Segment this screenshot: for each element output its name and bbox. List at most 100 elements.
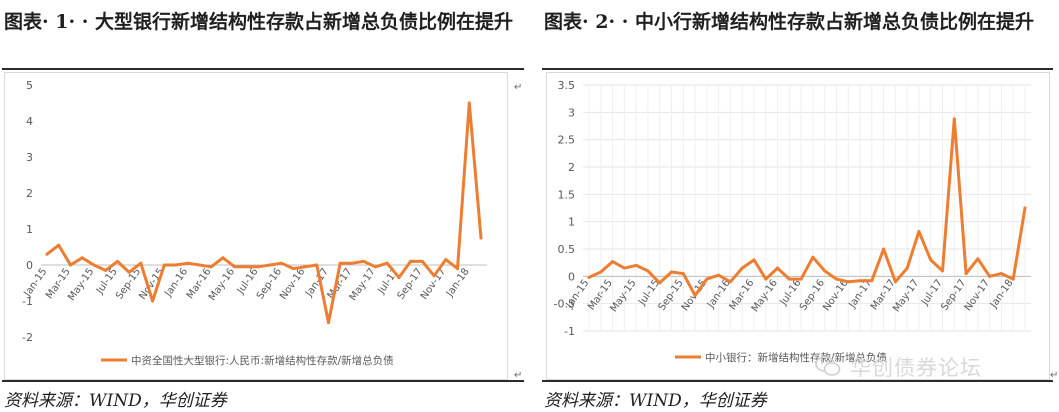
series-line (587, 117, 1027, 297)
data-point (362, 259, 366, 263)
data-point (45, 252, 49, 256)
data-point (209, 265, 213, 269)
line-chart-1: -2-1012345Jan-15Mar-15May-15Jul-15Sep-15… (22, 79, 487, 367)
data-point (291, 267, 295, 271)
data-point (432, 274, 436, 278)
data-point (611, 260, 615, 264)
y-tick-label: -1 (22, 295, 33, 308)
data-point (776, 266, 780, 270)
data-point (327, 321, 331, 325)
data-point (693, 293, 697, 297)
data-point (952, 117, 956, 121)
source-rule (2, 380, 524, 382)
caption-prefix: 图表 (544, 11, 583, 33)
data-point (622, 266, 626, 270)
data-point (823, 269, 827, 273)
data-point (221, 256, 225, 260)
data-point (728, 280, 732, 284)
data-point (68, 263, 72, 267)
data-point (315, 263, 319, 267)
data-point (764, 277, 768, 281)
caption-prefix: 图表 (4, 11, 43, 33)
source-note-1: 资料来源：WIND，华创证券 (4, 391, 227, 411)
data-point (905, 266, 909, 270)
data-point (929, 258, 933, 262)
line-chart-2: -1-0.500.511.522.533.5Jan-15Mar-15May-15… (554, 79, 1031, 364)
data-point (599, 270, 603, 274)
data-point (1023, 206, 1027, 210)
data-point (1011, 277, 1015, 281)
data-point (80, 256, 84, 260)
data-point (705, 277, 709, 281)
y-tick-label: 1.5 (558, 188, 576, 201)
return-mark: ↵ (1050, 370, 1059, 381)
data-point (941, 269, 945, 273)
return-mark: ↵ (514, 82, 523, 93)
series-line (45, 101, 483, 325)
data-point (669, 270, 673, 274)
data-point (634, 263, 638, 267)
data-point (467, 101, 471, 105)
data-point (280, 261, 284, 265)
chart-caption-1: 图表· 1· · 大型银行新增结构性存款占新增总负债比例在提升 (4, 11, 513, 33)
data-point (846, 280, 850, 284)
y-tick-label: 4 (26, 115, 33, 128)
data-point (587, 275, 591, 279)
data-point (338, 261, 342, 265)
data-point (104, 268, 108, 272)
source-note-2: 资料来源：WIND，华创证券 (544, 391, 767, 411)
data-point (256, 265, 260, 269)
y-tick-label: 2.5 (558, 134, 576, 147)
data-point (92, 263, 96, 267)
chart-area-2: -1 -0.5 0 0.5 1 1.5 2 2.5 3 3.5 Jan-15 Mar-15 May-15… (546, 72, 1050, 380)
data-point (787, 277, 791, 281)
x-tick-label: Jan-18 (444, 266, 472, 299)
data-point (456, 267, 460, 271)
caption-number: 1 (55, 11, 69, 33)
data-point (870, 279, 874, 283)
data-point (964, 272, 968, 276)
y-tick-label: 2 (26, 187, 33, 200)
data-point (799, 277, 803, 281)
y-tick-label: 3 (568, 106, 575, 119)
watermark-text: 华创债券论坛 (850, 356, 982, 380)
data-point (834, 277, 838, 281)
data-point (151, 299, 155, 303)
source-rule (542, 380, 1053, 382)
y-tick-label: 0.5 (558, 243, 576, 256)
y-tick-label: 5 (26, 79, 33, 92)
data-point (385, 261, 389, 265)
y-tick-label: 2 (568, 161, 575, 174)
data-point (186, 261, 190, 265)
caption-rule (2, 68, 524, 70)
y-tick-label: 1 (26, 223, 33, 236)
caption-rule (542, 68, 1053, 70)
data-point (174, 263, 178, 267)
data-point (444, 258, 448, 262)
data-point (976, 257, 980, 261)
legend-label: 中小银行：新增结构性存款/新增总负债 (705, 351, 887, 364)
data-point (893, 280, 897, 284)
data-point (244, 265, 248, 269)
legend-label: 中资全国性大型银行:人民币:新增结构性存款/新增总负债 (131, 354, 394, 367)
data-point (115, 259, 119, 263)
data-point (646, 269, 650, 273)
y-tick-label: 0 (26, 259, 33, 272)
data-point (197, 263, 201, 267)
data-point (479, 236, 483, 240)
y-tick-label: 0 (568, 270, 575, 283)
data-point (233, 265, 237, 269)
y-tick-label: 3.5 (558, 79, 576, 92)
data-point (740, 266, 744, 270)
data-point (373, 265, 377, 269)
return-mark: ↵ (514, 370, 523, 381)
data-point (681, 272, 685, 276)
y-tick-label: -2 (22, 331, 33, 344)
chart-panel-1: 图表· 1· · 大型银行新增结构性存款占新增总负债比例在提升 -2 -1 0 1 2 3… (2, 11, 524, 411)
data-point (162, 263, 166, 267)
data-point (858, 279, 862, 283)
data-point (811, 255, 815, 259)
y-tick-label: -1 (564, 325, 575, 338)
caption-text: 大型银行新增结构性存款占新增总负债比例在提升 (94, 11, 513, 33)
data-point (127, 270, 131, 274)
